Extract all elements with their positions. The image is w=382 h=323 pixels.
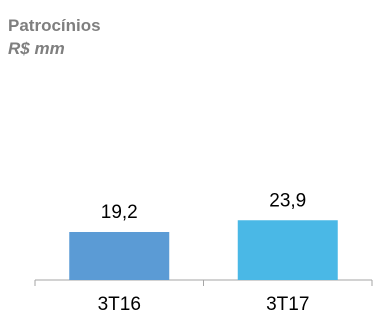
x-tick-label-3t16: 3T16 [98, 294, 141, 315]
data-label-3t17: 23,9 [269, 190, 306, 211]
data-label-3t16: 19,2 [101, 202, 138, 223]
x-tick-label-3t17: 3T17 [266, 294, 309, 315]
chart-subtitle: R$ mm [8, 39, 65, 58]
bar-3t16 [69, 232, 170, 280]
bar-3t17 [237, 220, 338, 280]
chart-title: Patrocínios [8, 16, 101, 35]
